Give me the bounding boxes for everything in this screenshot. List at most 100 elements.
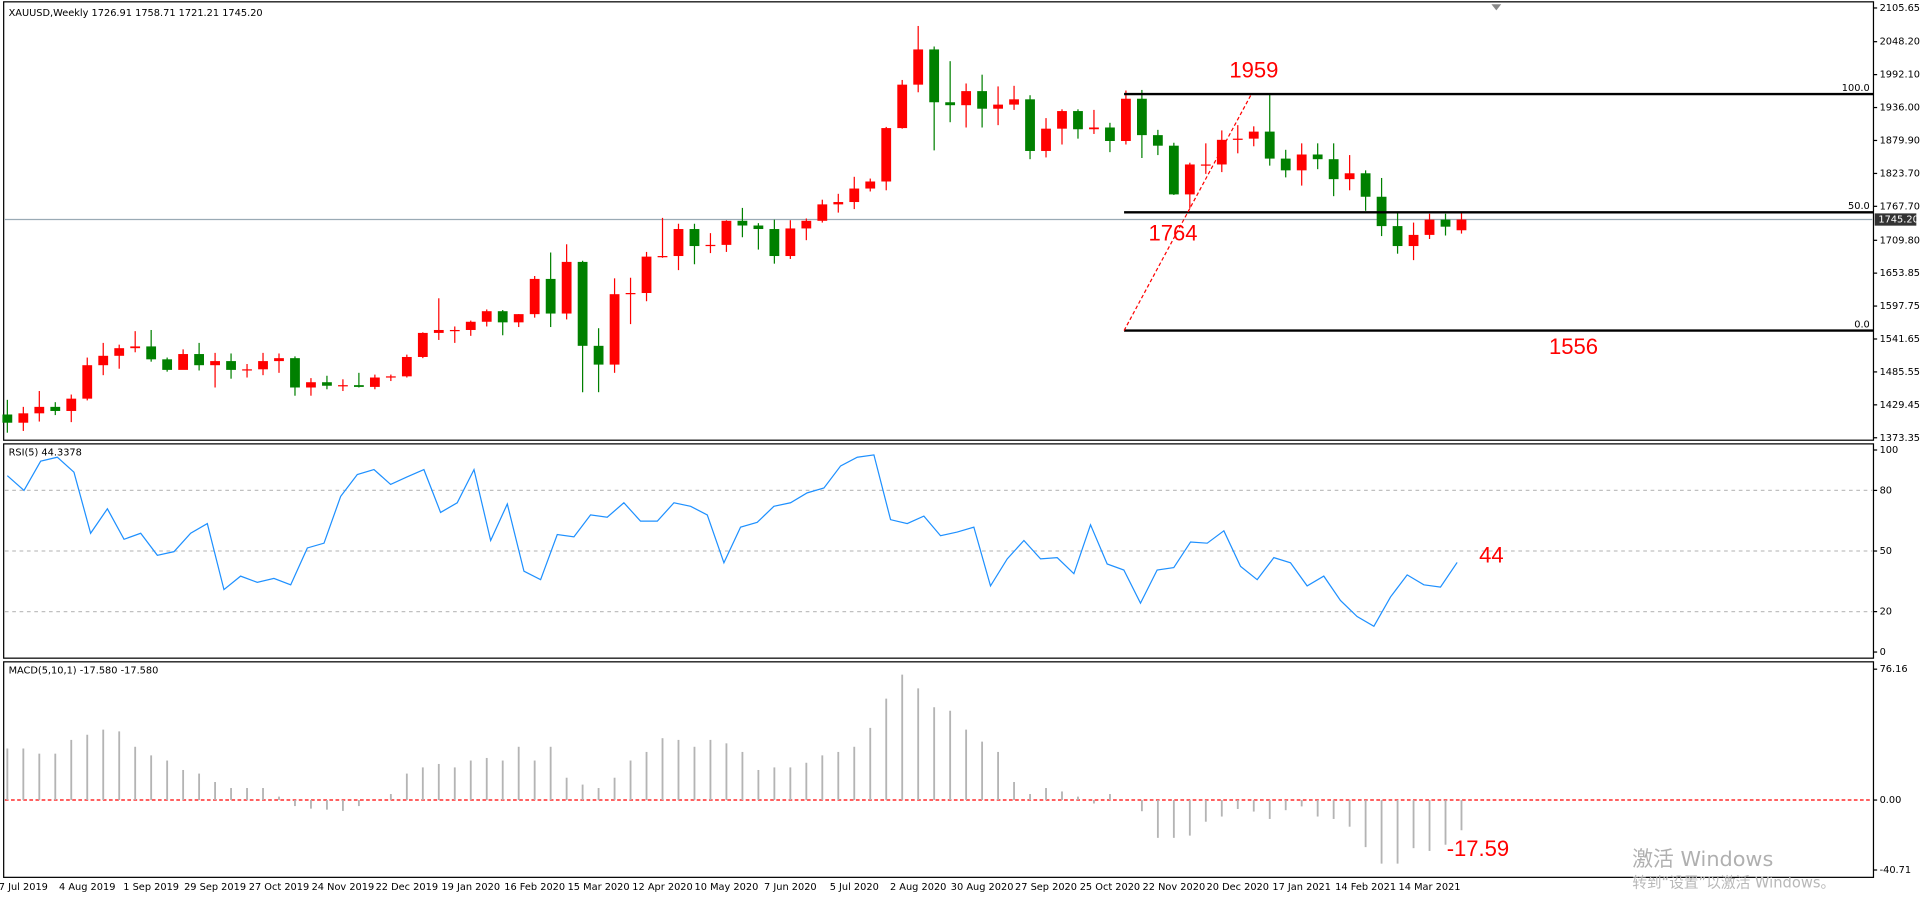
y-tick-label: 1823.70	[1880, 168, 1920, 179]
candle-body	[1312, 154, 1323, 160]
candle-body	[1121, 98, 1131, 141]
candle-body	[1248, 131, 1259, 139]
candle-body	[385, 376, 396, 378]
candle-body	[1105, 127, 1115, 141]
candle-body	[210, 361, 220, 366]
x-tick-label: 30 Aug 2020	[951, 882, 1014, 893]
x-tick-label: 5 Jul 2020	[830, 882, 879, 893]
x-tick-label: 27 Oct 2019	[249, 882, 309, 893]
candle-body	[753, 225, 764, 230]
candle-body	[785, 228, 796, 257]
macd-pane	[3, 661, 1875, 878]
main-pane	[3, 1, 1875, 441]
candle-body	[1216, 139, 1227, 165]
candle-body	[673, 229, 684, 257]
x-tick-label: 14 Feb 2021	[1335, 882, 1396, 893]
candle-body	[1280, 158, 1291, 171]
candle-body	[258, 361, 268, 370]
candle-body	[290, 358, 300, 388]
scroll-marker	[1491, 4, 1502, 11]
candle-body	[1073, 111, 1083, 130]
candle-body	[2, 414, 13, 423]
y-tick-label: 80	[1880, 485, 1892, 496]
candle-body	[401, 356, 412, 377]
candle-body	[82, 365, 93, 399]
fib-label: 0.0	[1854, 319, 1870, 330]
candle-body	[1168, 145, 1179, 195]
fib-label: 100.0	[1842, 83, 1870, 94]
y-tick-label: -40.71	[1880, 865, 1912, 876]
y-tick-label: 0	[1880, 647, 1886, 658]
candle-body	[993, 104, 1003, 109]
main-title: XAUUSD,Weekly 1726.91 1758.71 1721.21 17…	[9, 8, 263, 19]
candle-body	[66, 398, 77, 411]
candle-body	[1041, 128, 1051, 151]
candle-body	[306, 382, 316, 388]
x-tick-label: 22 Nov 2020	[1143, 882, 1206, 893]
candle-body	[1360, 173, 1371, 197]
candle-body	[1009, 99, 1019, 105]
candle-body	[449, 329, 460, 332]
candle-body	[130, 346, 141, 349]
candle-body	[1408, 234, 1419, 247]
candle-body	[354, 385, 364, 387]
x-tick-label: 24 Nov 2019	[312, 882, 375, 893]
candle-body	[529, 278, 540, 315]
candle-body	[226, 361, 236, 370]
annotation: -17.59	[1447, 836, 1509, 861]
x-tick-label: 20 Dec 2020	[1207, 882, 1270, 893]
x-tick-label: 29 Sep 2019	[184, 882, 246, 893]
candle-body	[1025, 99, 1035, 151]
candle-body	[849, 188, 860, 203]
candle-body	[961, 91, 972, 106]
candle-body	[50, 406, 61, 411]
x-tick-label: 27 Sep 2020	[1015, 882, 1077, 893]
y-tick-label: 100	[1880, 445, 1899, 456]
last-price-box	[1874, 213, 1917, 226]
x-tick-label: 22 Dec 2019	[376, 882, 438, 893]
candle-body	[625, 293, 636, 295]
candle-body	[98, 355, 109, 366]
candle-body	[338, 385, 348, 387]
candle-body	[1184, 164, 1195, 195]
candle-body	[977, 91, 987, 109]
annotation: 1556	[1549, 334, 1598, 359]
candle-body	[689, 229, 700, 247]
x-tick-label: 1 Sep 2019	[123, 882, 179, 893]
candle-body	[737, 220, 748, 226]
x-tick-label: 10 May 2020	[695, 882, 759, 893]
candle-body	[465, 321, 476, 330]
candle-body	[1089, 127, 1099, 130]
x-tick-label: 7 Jul 2019	[0, 882, 48, 893]
candle-body	[609, 294, 620, 365]
candle-body	[1424, 219, 1435, 235]
candle-body	[481, 311, 492, 322]
x-tick-label: 16 Feb 2020	[504, 882, 565, 893]
fib-label: 50.0	[1848, 201, 1870, 212]
rsi-line	[6, 454, 1458, 628]
y-tick-label: 76.16	[1880, 664, 1908, 675]
candle-body	[801, 220, 812, 229]
candle-body	[433, 329, 444, 333]
y-tick-label: 1709.80	[1880, 235, 1920, 246]
candle-body	[561, 261, 572, 314]
candle-body	[817, 204, 828, 221]
candle-body	[162, 359, 173, 370]
candle-body	[178, 354, 189, 370]
annotation: 1959	[1229, 57, 1278, 82]
y-tick-label: 2048.20	[1880, 37, 1920, 48]
annotation: 44	[1479, 542, 1504, 567]
candle-body	[545, 278, 556, 314]
candle-body	[146, 346, 157, 360]
x-tick-label: 25 Oct 2020	[1080, 882, 1140, 893]
candle-body	[865, 181, 876, 189]
candle-body	[769, 229, 780, 257]
x-tick-label: 2 Aug 2020	[890, 882, 946, 893]
candle-body	[18, 413, 29, 423]
x-tick-label: 19 Jan 2020	[441, 882, 500, 893]
candle-body	[1152, 135, 1163, 146]
candle-body	[497, 311, 508, 323]
last-price-label: 1745.20	[1878, 215, 1918, 226]
y-tick-label: 1485.55	[1880, 367, 1920, 378]
candle-body	[194, 354, 204, 366]
